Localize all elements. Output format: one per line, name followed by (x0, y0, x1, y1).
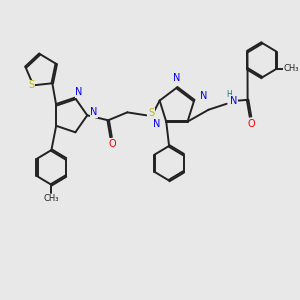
Text: H: H (226, 90, 232, 99)
Text: N: N (90, 107, 98, 117)
Text: O: O (108, 139, 116, 149)
Text: N: N (153, 118, 160, 129)
Text: N: N (173, 73, 181, 83)
Text: O: O (248, 118, 255, 129)
Text: S: S (28, 80, 34, 90)
Text: N: N (200, 91, 207, 100)
Text: CH₃: CH₃ (284, 64, 299, 74)
Text: CH₃: CH₃ (44, 194, 59, 203)
Text: N: N (76, 87, 83, 98)
Text: S: S (148, 108, 154, 118)
Text: N: N (230, 96, 237, 106)
